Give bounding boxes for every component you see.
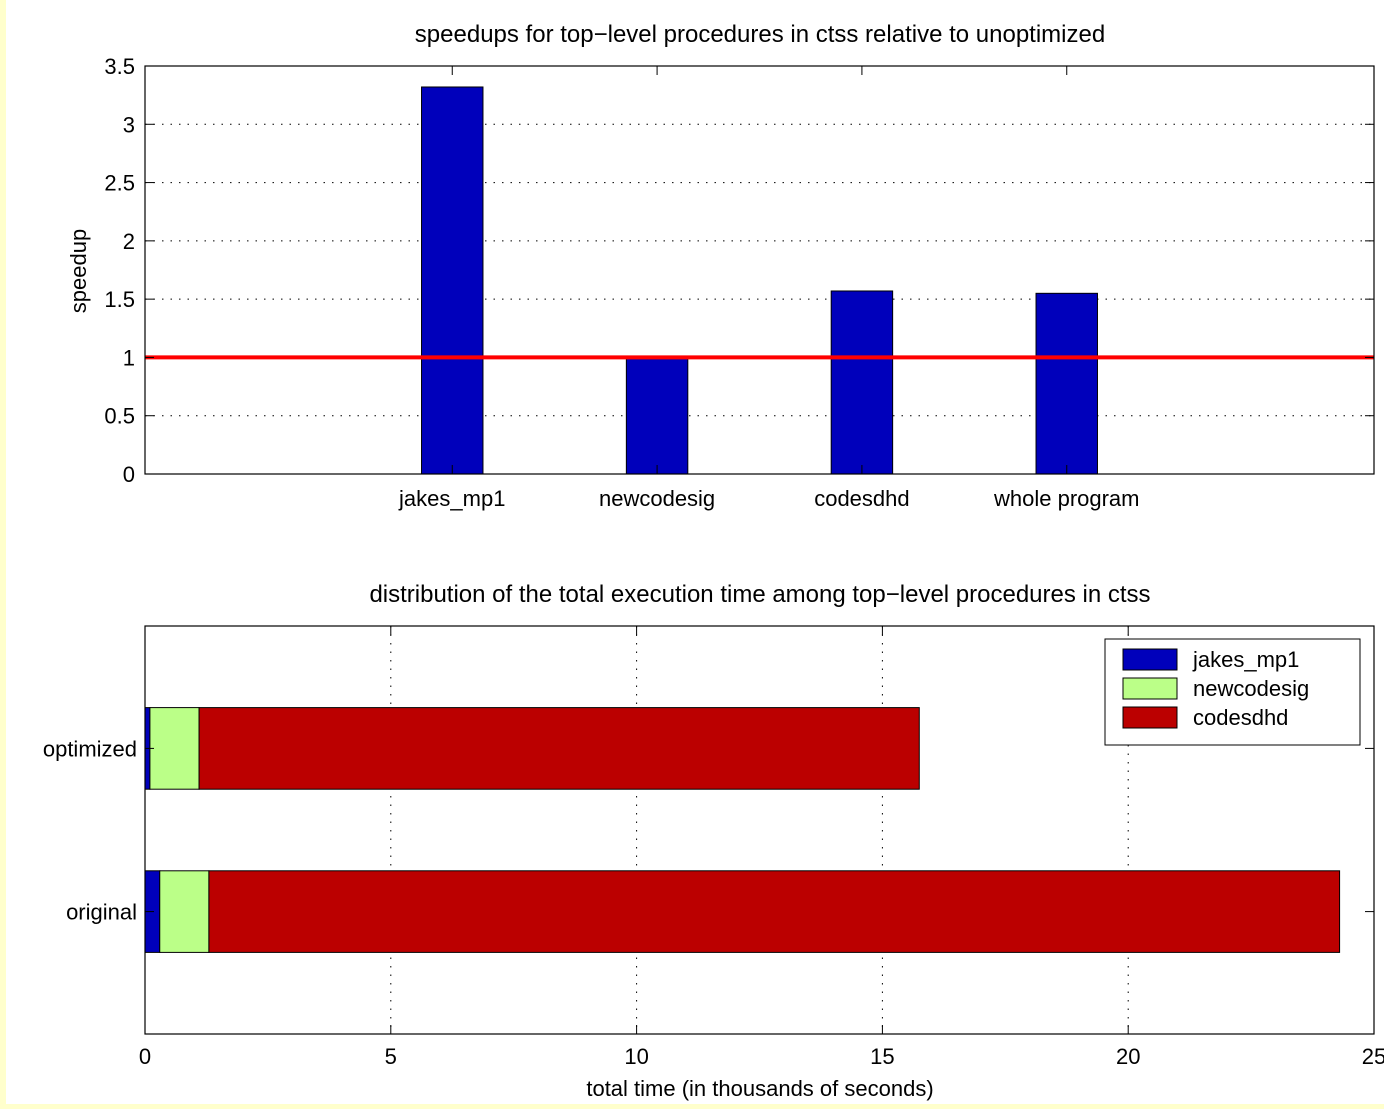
top-chart-title: speedups for top−level procedures in cts… <box>415 21 1105 48</box>
bottom-y-tick-label: optimized <box>43 736 137 761</box>
top-axis-ticks: 0 0.5 1 1.5 2 2.5 3 3.5 jakes_mp1 newcodesig codes… <box>104 54 1374 511</box>
legend-swatch <box>1122 648 1178 671</box>
top-y-tick-label: 0 <box>123 462 135 487</box>
legend-swatch <box>1122 677 1178 700</box>
top-y-tick-label: 3.5 <box>104 54 135 79</box>
bottom-x-tick-label: 25 <box>1362 1044 1384 1069</box>
legend-label: jakes_mp1 <box>1192 647 1299 672</box>
top-y-tick-label: 3 <box>123 112 135 137</box>
bottom-plot-frame <box>144 625 1375 1035</box>
legend: jakes_mp1 newcodesig codesdhd <box>1104 638 1361 746</box>
top-y-axis-label: speedup <box>66 229 91 313</box>
bottom-bar-segment <box>208 870 1341 953</box>
top-bar <box>1035 292 1098 475</box>
top-y-tick-label: 2 <box>123 229 135 254</box>
top-x-tick-label: codesdhd <box>814 486 909 511</box>
top-x-tick-label: jakes_mp1 <box>398 486 505 511</box>
top-y-tick-label: 0.5 <box>104 404 135 429</box>
legend-label: codesdhd <box>1193 705 1288 730</box>
bottom-gridlines <box>390 626 1129 1034</box>
top-gridlines <box>145 123 1374 417</box>
bottom-x-tick-label: 15 <box>870 1044 894 1069</box>
top-bars <box>421 86 1098 475</box>
top-bar <box>625 356 689 475</box>
top-x-tick-label: whole program <box>993 486 1140 511</box>
top-plot-frame <box>144 65 1375 475</box>
figure-canvas: speedups for top−level procedures in cts… <box>43 21 1384 1101</box>
top-y-tick-label: 1 <box>123 345 135 370</box>
top-y-tick-label: 1.5 <box>104 287 135 312</box>
top-bar <box>421 86 484 475</box>
time-distribution-chart: distribution of the total execution time… <box>43 581 1384 1101</box>
bottom-bar-segment <box>198 707 920 790</box>
bottom-x-tick-label: 10 <box>624 1044 648 1069</box>
legend-swatch <box>1122 706 1178 729</box>
speedup-bar-chart: speedups for top−level procedures in cts… <box>66 21 1375 511</box>
legend-label: newcodesig <box>1193 676 1309 701</box>
top-x-tick-label: newcodesig <box>599 486 715 511</box>
bottom-stacked-bars <box>144 707 1341 953</box>
bottom-x-tick-label: 5 <box>385 1044 397 1069</box>
bottom-bar-segment <box>149 707 200 790</box>
top-bar <box>830 290 894 475</box>
bottom-x-tick-label: 0 <box>139 1044 151 1069</box>
bottom-chart-title: distribution of the total execution time… <box>369 581 1150 608</box>
top-y-tick-label: 2.5 <box>104 171 135 196</box>
bottom-y-tick-label: original <box>66 900 137 925</box>
bottom-x-tick-label: 20 <box>1116 1044 1140 1069</box>
bottom-bar-segment <box>159 870 210 953</box>
bottom-axis-ticks: 0 5 10 15 20 25 optimized original <box>43 626 1384 1069</box>
bottom-x-axis-label: total time (in thousands of seconds) <box>586 1076 933 1101</box>
